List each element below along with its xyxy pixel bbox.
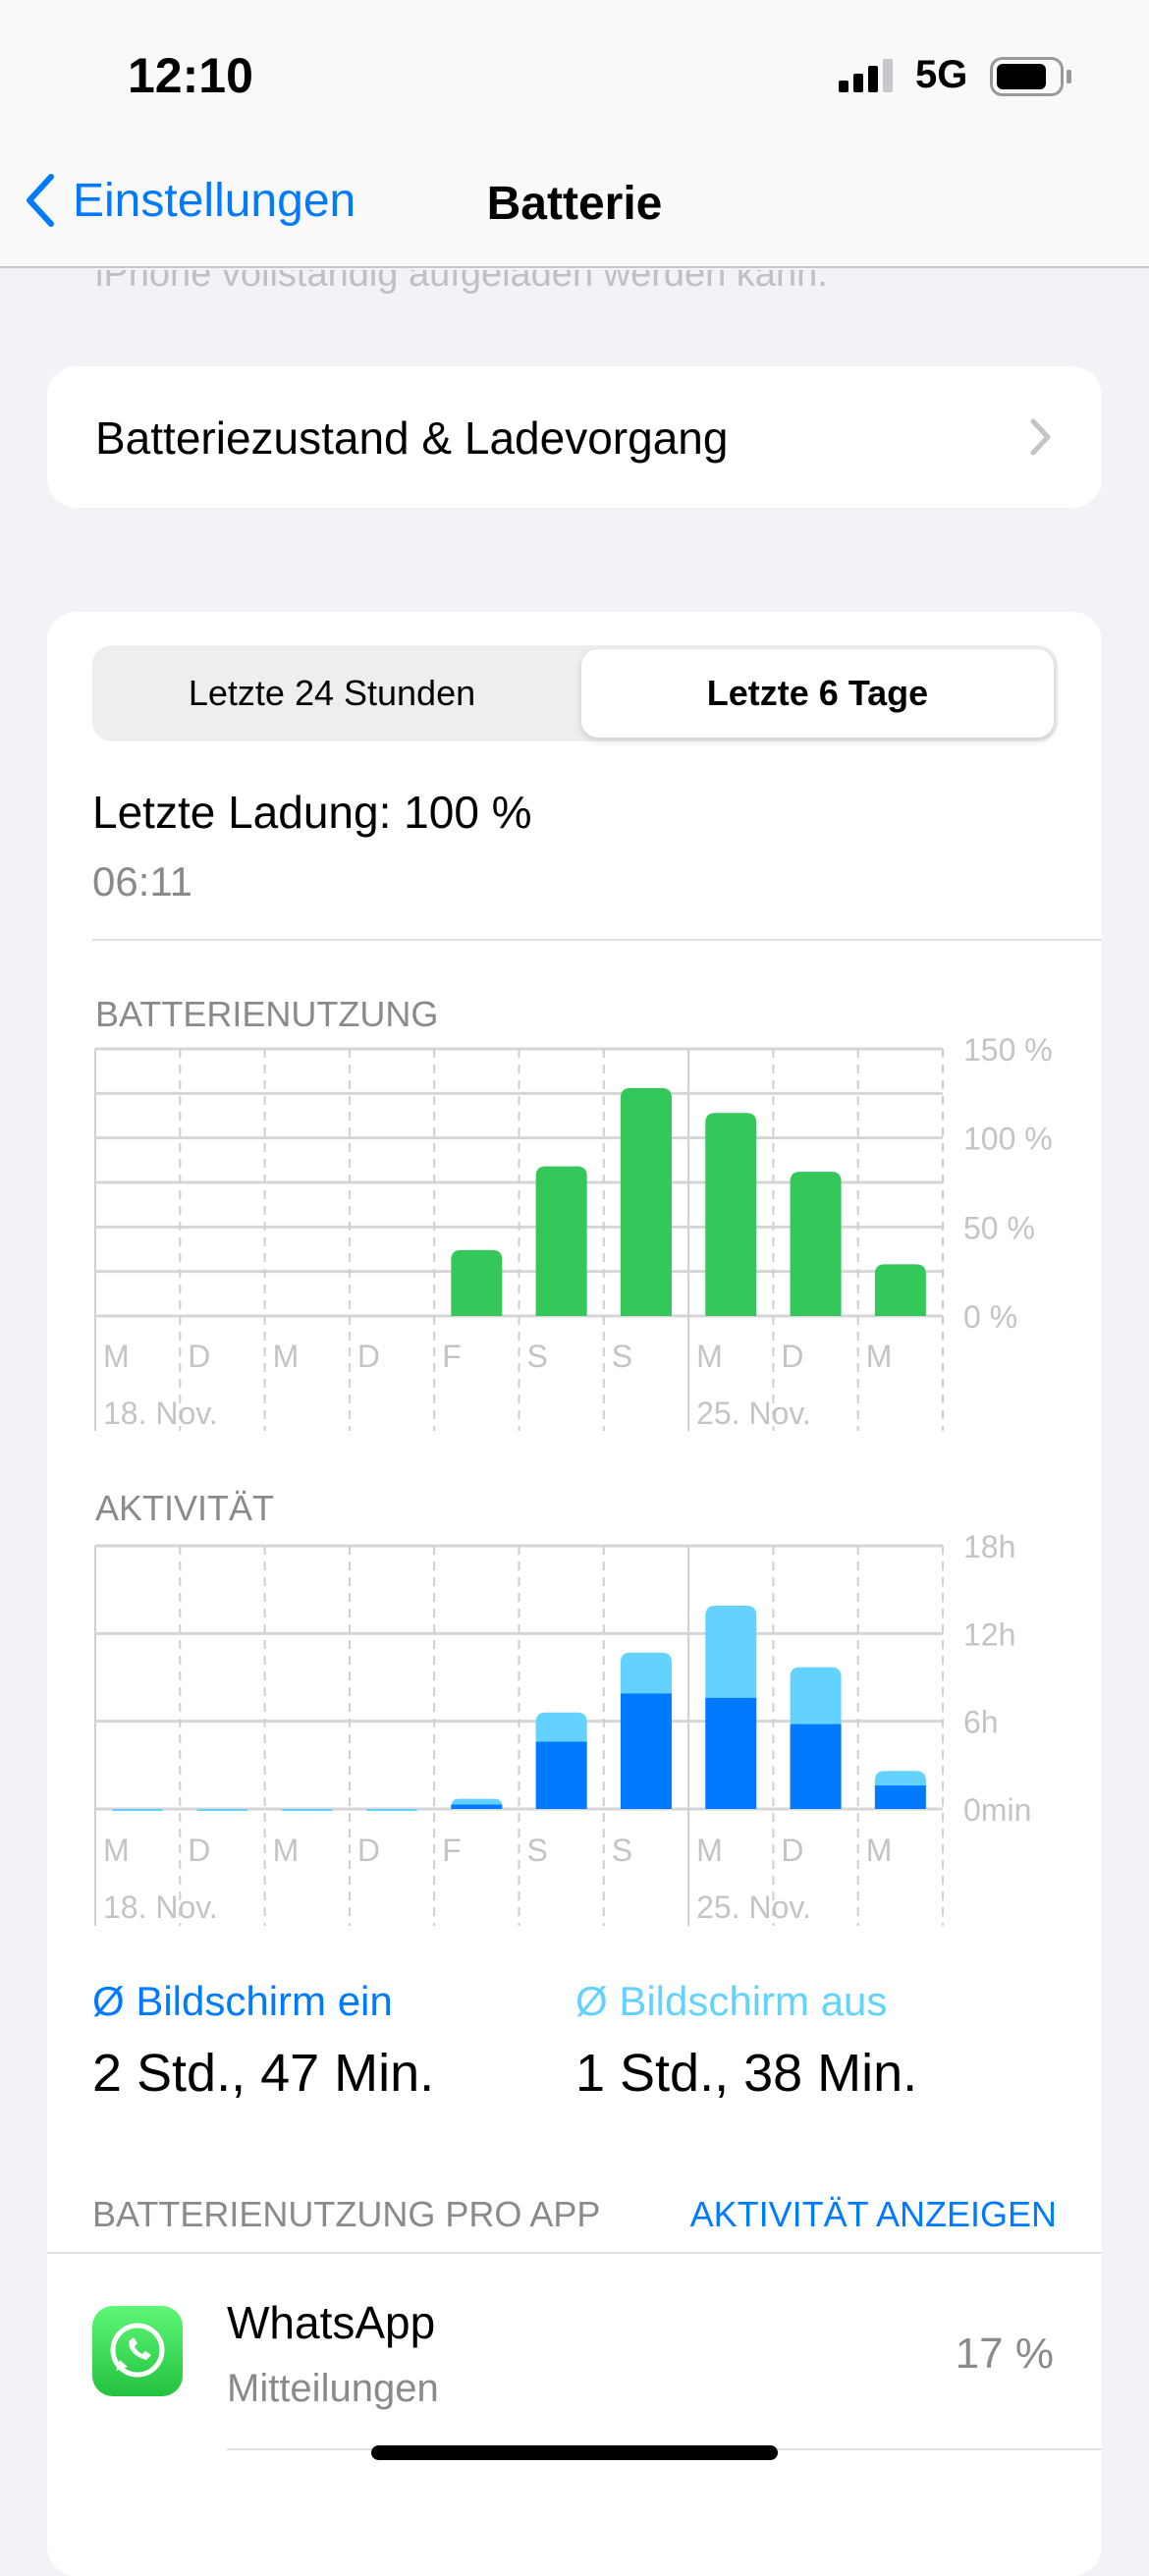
last-charge-time: 06:11 [92,858,192,904]
day-label: F [442,1339,462,1374]
bar-battery [705,1113,757,1316]
y-tick-label: 18h [963,1529,1015,1564]
day-label: S [612,1339,632,1374]
bar-screen-off [196,1809,248,1811]
bar-screen-off [535,1712,587,1744]
day-label: D [357,1339,380,1374]
date-label: 18. Nov. [103,1396,218,1431]
battery-usage-chart: M D M D F S S M D M 18. Nov. 25. Nov. 0 % 50 % 100 % 15… [94,1032,1053,1431]
battery-health-row[interactable]: Batteriezustand & Ladevorgang [47,366,1102,508]
screen-off-value: 1 Std., 38 Min. [575,2044,918,2103]
bar-screen-off [620,1652,672,1696]
last-charge-label: Letzte Ladung: 100 % [92,787,532,838]
bar-screen-off [705,1606,757,1700]
day-label: M [103,1833,130,1868]
app-name: WhatsApp [227,2297,436,2348]
y-tick-label: 150 % [963,1032,1053,1068]
per-app-header: BATTERIENUTZUNG PRO APP [92,2194,601,2234]
date-label: 25. Nov. [696,1396,811,1431]
app-subtitle: Mitteilungen [227,2367,439,2410]
segment-6-days[interactable]: Letzte 6 Tage [581,649,1054,738]
day-label: D [781,1833,803,1868]
day-label: D [781,1339,803,1374]
signal-icon [839,59,894,97]
divider [47,2252,1102,2254]
show-activity-button[interactable]: AKTIVITÄT ANZEIGEN [689,2194,1057,2234]
day-label: D [357,1833,380,1868]
y-tick-label: 0min [963,1792,1031,1828]
page-title: Batterie [486,178,663,230]
day-label: D [188,1339,210,1374]
day-label: M [866,1833,893,1868]
screen-off-label: Ø Bildschirm aus [575,1978,888,2024]
screen-on-label: Ø Bildschirm ein [92,1978,393,2024]
bar-battery [790,1172,842,1316]
bar-screen-off [790,1667,842,1726]
chevron-left-icon [27,174,54,227]
y-tick-label: 12h [963,1617,1015,1652]
whatsapp-icon [92,2306,183,2396]
y-tick-label: 50 % [963,1210,1035,1245]
bar-battery [451,1249,503,1316]
bar-screen-on [451,1804,503,1809]
activity-chart: M D M D F S S M D M 18. Nov. 25. Nov. 0min 6h 12h 18h [94,1529,1031,1926]
day-label: S [527,1339,548,1374]
date-label: 25. Nov. [696,1890,811,1925]
bar-screen-off [366,1809,418,1811]
navigation-bar [0,0,1149,268]
day-label: M [103,1339,130,1374]
bar-screen-on [705,1697,757,1809]
home-indicator [371,2445,778,2460]
y-tick-label: 100 % [963,1122,1053,1157]
battery-chart-title: BATTERIENUTZUNG [95,994,439,1034]
app-percent: 17 % [955,2329,1054,2378]
screen-on-value: 2 Std., 47 Min. [92,2044,435,2103]
bar-screen-off [281,1809,333,1811]
bar-screen-off [112,1809,164,1811]
date-label: 18. Nov. [103,1890,218,1925]
back-button[interactable]: Einstellungen [24,173,356,228]
bar-screen-on [874,1785,926,1809]
day-label: M [696,1339,723,1374]
status-time: 12:10 [128,48,253,103]
period-segmented-control[interactable]: Letzte 24 Stunden Letzte 6 Tage [92,645,1058,741]
battery-icon [990,57,1072,101]
scrolled-text: iPhone vollständig aufgeladen werden kan… [95,253,828,295]
bar-screen-on [790,1724,842,1809]
day-label: F [442,1833,462,1868]
divider [92,939,1102,941]
day-label: M [866,1339,893,1374]
y-tick-label: 6h [963,1705,999,1740]
day-label: S [527,1833,548,1868]
network-type: 5G [915,53,968,96]
day-label: S [612,1833,632,1868]
bar-screen-on [620,1693,672,1809]
app-row-whatsapp[interactable]: WhatsApp Mitteilungen 17 % [47,2255,1102,2449]
bar-battery [874,1264,926,1316]
bar-battery [535,1166,587,1316]
day-label: M [273,1833,300,1868]
day-label: M [696,1833,723,1868]
y-tick-label: 0 % [963,1299,1017,1335]
day-label: M [273,1339,300,1374]
bar-screen-off [874,1771,926,1788]
bar-screen-on [535,1741,587,1809]
day-label: D [188,1833,210,1868]
chevron-right-icon [1030,418,1051,456]
back-label: Einstellungen [73,174,356,227]
segment-24-hours[interactable]: Letzte 24 Stunden [188,673,476,713]
bar-battery [620,1087,672,1316]
battery-health-label: Batteriezustand & Ladevorgang [95,412,729,464]
activity-chart-title: AKTIVITÄT [95,1488,275,1528]
